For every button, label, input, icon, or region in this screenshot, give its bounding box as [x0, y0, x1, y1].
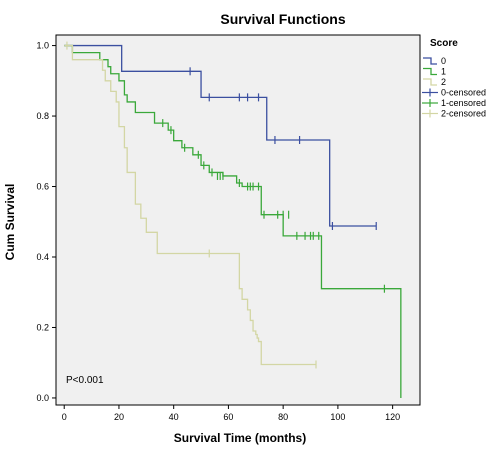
legend-entry-label: 2-censored — [441, 109, 486, 119]
legend-swatch-line — [423, 57, 437, 65]
y-axis: 0.0 0.2 0.4 0.6 0.8 1.0 — [36, 41, 56, 403]
y-tick-label: 0.0 — [36, 393, 49, 403]
y-tick-label: 1.0 — [36, 41, 49, 51]
y-tick-label: 0.2 — [36, 322, 49, 332]
legend-entry-label: 0 — [441, 56, 446, 66]
y-tick-label: 0.8 — [36, 111, 49, 121]
x-tick-label: 100 — [330, 412, 345, 422]
chart-title: Survival Functions — [220, 11, 345, 27]
x-tick-label: 120 — [385, 412, 400, 422]
y-axis-label: Cum Survival — [3, 184, 17, 261]
series-0-survival-line — [64, 44, 377, 227]
y-tick-label: 0.6 — [36, 182, 49, 192]
annotation-pvalue: P<0.001 — [66, 375, 104, 386]
x-tick-label: 0 — [62, 412, 67, 422]
x-tick-label: 20 — [114, 412, 124, 422]
legend-swatch-line — [423, 78, 437, 86]
x-tick-label: 80 — [278, 412, 288, 422]
legend-title: Score — [430, 38, 458, 49]
y-tick-label: 0.4 — [36, 252, 49, 262]
x-axis-label: Survival Time (months) — [174, 431, 306, 445]
x-tick-label: 40 — [169, 412, 179, 422]
series-2-survival-line — [64, 44, 316, 366]
legend-entry-label: 1-censored — [441, 98, 486, 108]
x-tick-label: 60 — [223, 412, 233, 422]
series-layer — [64, 41, 402, 398]
legend-entry-label: 2 — [441, 77, 446, 87]
series-1-survival-line — [64, 44, 402, 398]
legend-swatch-line — [423, 67, 437, 76]
x-axis: 0 20 40 60 80 100 120 — [62, 405, 400, 422]
legend-entry-label: 1 — [441, 67, 446, 77]
legend-entry-label: 0-censored — [441, 88, 486, 98]
